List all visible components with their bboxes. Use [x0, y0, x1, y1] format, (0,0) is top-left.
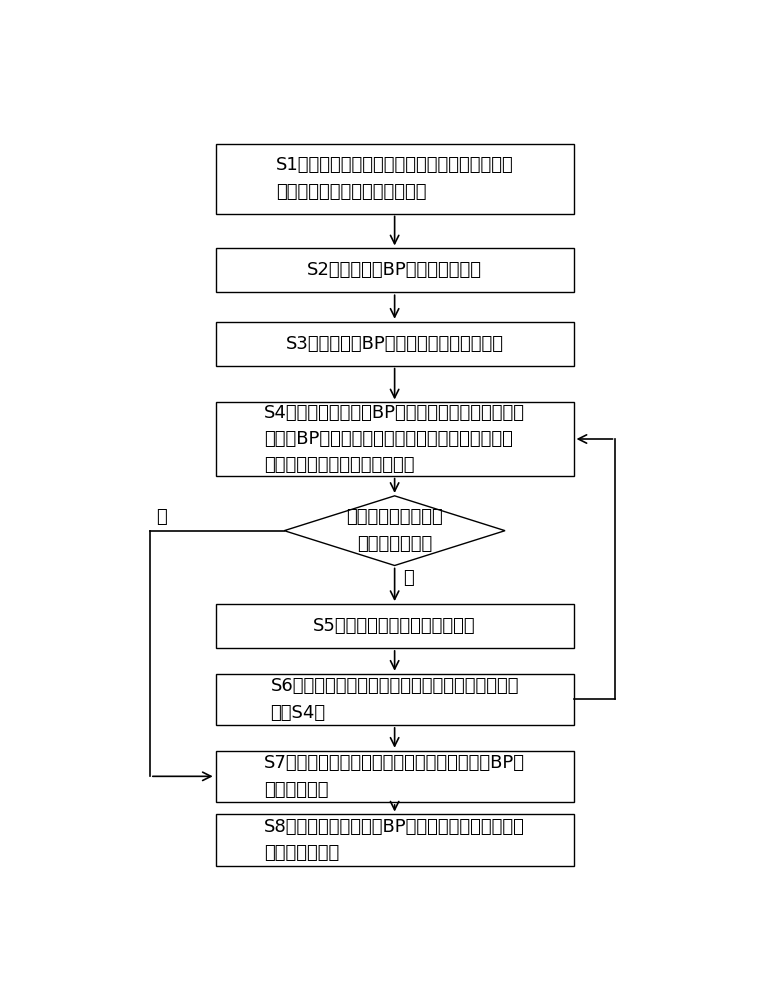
Text: S4、将粒子位置赋予BP神经网络模型，将训练数据
集输入BP神经网络进行船舶短路故障诊断，得到诊
断结果计算诊断结果的误差值；: S4、将粒子位置赋予BP神经网络模型，将训练数据 集输入BP神经网络进行船舶短路…	[264, 404, 525, 474]
Text: S6、交叉变异粒子位置，更新粒子为下一代粒子；
进入S4；: S6、交叉变异粒子位置，更新粒子为下一代粒子； 进入S4；	[270, 677, 519, 722]
Text: S8、将测试数据集输入BP神经网络模型模型，诊断
船舶短路故障。: S8、将测试数据集输入BP神经网络模型模型，诊断 船舶短路故障。	[264, 818, 525, 862]
Bar	[216, 674, 574, 725]
Bar	[216, 604, 574, 648]
Text: S2、建立三层BP神经网络模型；: S2、建立三层BP神经网络模型；	[307, 261, 482, 279]
Text: S7、将粒子群的全局最优值作为最优粒子赋予BP神
经网络模型；: S7、将粒子群的全局最优值作为最优粒子赋予BP神 经网络模型；	[264, 754, 525, 799]
Polygon shape	[284, 496, 505, 566]
Bar	[216, 402, 574, 476]
Bar	[216, 322, 574, 366]
Bar	[216, 144, 574, 214]
Text: S5、更新粒子速度和粒子位置；: S5、更新粒子速度和粒子位置；	[313, 617, 476, 635]
Bar	[216, 814, 574, 866]
Text: 误差值小于误差阈值
或达到迭代上限: 误差值小于误差阈值 或达到迭代上限	[346, 508, 443, 553]
Text: 否: 否	[403, 569, 414, 587]
Bar	[216, 751, 574, 802]
Bar	[216, 248, 574, 292]
Text: S3、建立表示BP神经网络模型的粒子群；: S3、建立表示BP神经网络模型的粒子群；	[286, 335, 504, 353]
Text: 是: 是	[156, 508, 166, 526]
Text: S1、采集船舶电力系统短路时的三相电压信号，
建立训练数据集和测试数据集；: S1、采集船舶电力系统短路时的三相电压信号， 建立训练数据集和测试数据集；	[276, 156, 514, 201]
